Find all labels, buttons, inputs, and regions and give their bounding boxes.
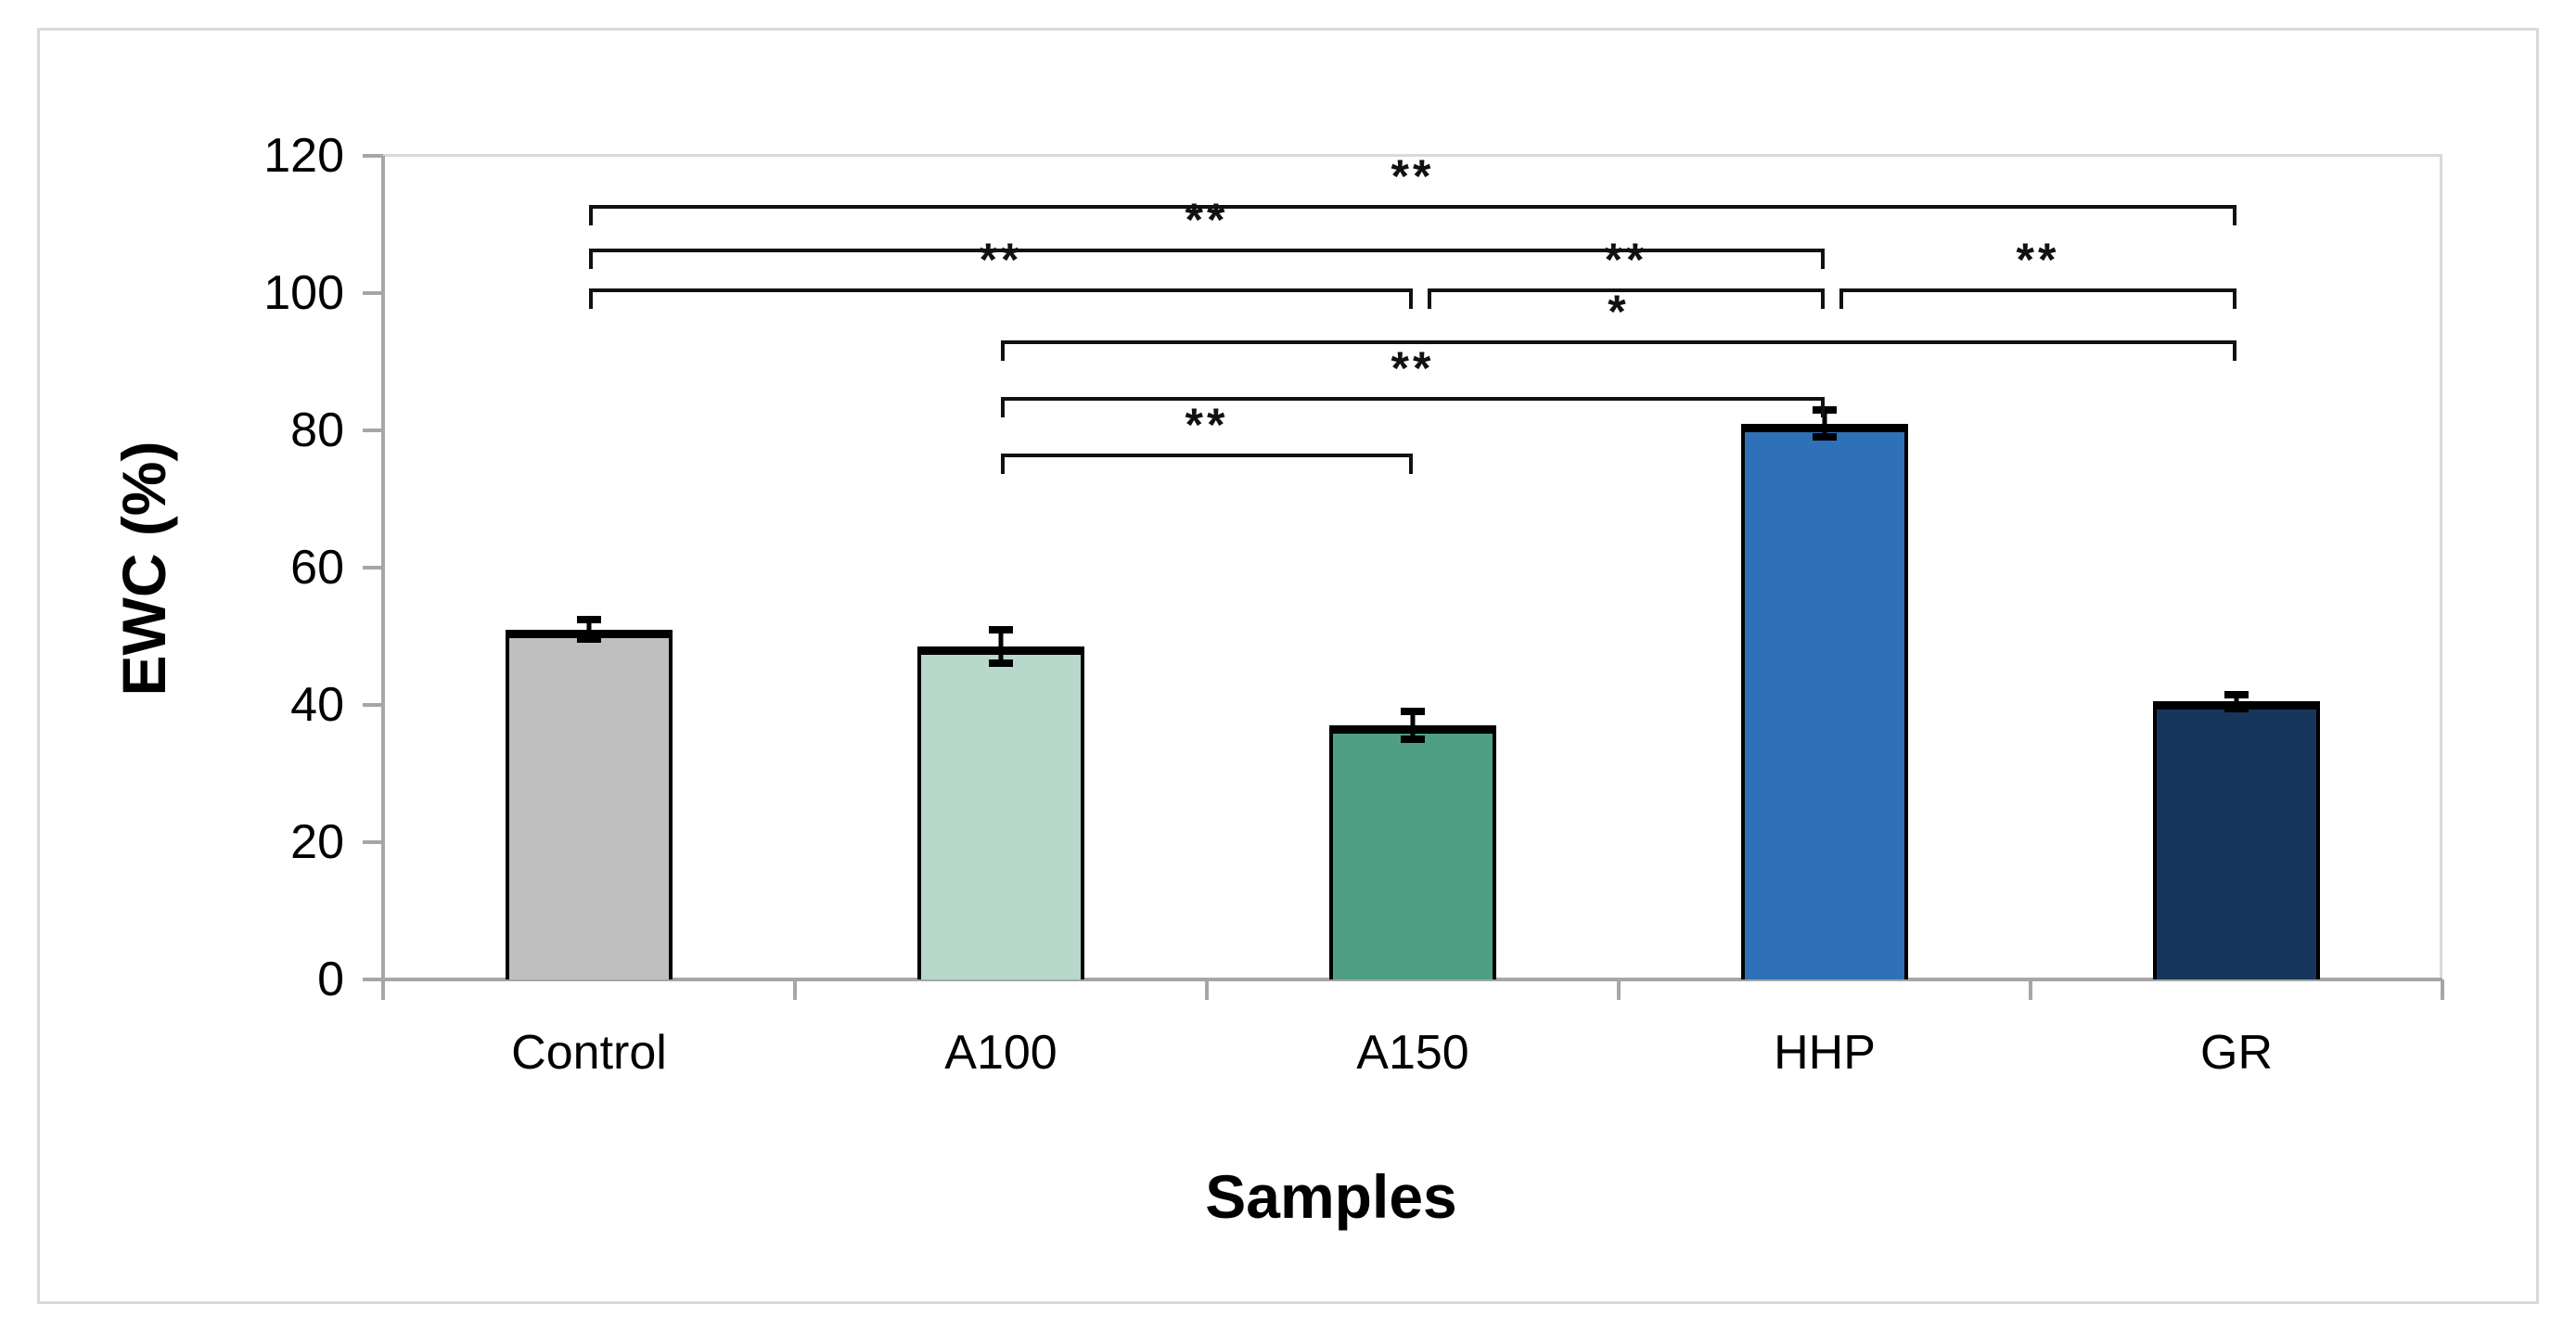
error-bar-cap-top	[1401, 708, 1425, 716]
bar-control	[506, 629, 673, 979]
significance-bracket-a100-gr	[1001, 340, 2236, 361]
significance-bracket-a100-hhp	[1001, 397, 1825, 417]
x-tick-mark	[1205, 979, 1209, 1000]
figure-frame: 0 20 40 60 80 100 120 Control A100 A150 HHP GR ** ** *…	[37, 28, 2539, 1304]
bar-a100	[917, 646, 1084, 979]
x-tick-mark	[1617, 979, 1621, 1000]
error-bar-cap-top	[1813, 405, 1837, 414]
error-bar-cap-bottom	[577, 634, 601, 643]
significance-label: **	[979, 234, 1023, 286]
y-tick-label: 100	[263, 266, 344, 320]
y-tick-label: 20	[290, 815, 344, 869]
y-tick-label: 0	[317, 953, 344, 1006]
error-bar-cap-bottom	[989, 659, 1013, 667]
significance-bracket-control-a150	[589, 288, 1413, 309]
x-category-label-hhp: HHP	[1774, 1026, 1876, 1080]
error-bar-a100	[998, 630, 1004, 663]
plot-area: 0 20 40 60 80 100 120 Control A100 A150 HHP GR ** ** *…	[40, 31, 2542, 1307]
significance-label: **	[1391, 342, 1435, 394]
error-bar-cap-top	[989, 626, 1013, 634]
y-tick-mark	[363, 840, 383, 844]
significance-bracket-a150-hhp	[1428, 288, 1825, 309]
error-bar-cap-top	[577, 616, 601, 624]
y-tick-label: 60	[290, 541, 344, 595]
y-axis-title: EWC (%)	[109, 441, 178, 697]
x-axis-title: Samples	[1205, 1162, 1457, 1231]
significance-bracket-control-gr	[589, 205, 2236, 225]
plot-top-border	[383, 154, 2442, 157]
significance-label: **	[1185, 194, 1229, 246]
y-tick-mark	[363, 291, 383, 295]
plot-right-border	[2440, 156, 2442, 979]
error-bar-control	[586, 620, 592, 639]
significance-label: **	[2016, 234, 2060, 286]
x-category-label-a100: A100	[944, 1026, 1057, 1080]
significance-label: *	[1608, 286, 1630, 338]
x-axis-line	[363, 978, 2442, 981]
y-tick-mark	[363, 429, 383, 432]
bar-a150	[1329, 725, 1496, 979]
y-tick-mark	[363, 566, 383, 570]
y-tick-label: 80	[290, 403, 344, 457]
x-tick-mark	[2441, 979, 2444, 1000]
x-category-label-gr: GR	[2200, 1026, 2273, 1080]
y-tick-mark	[363, 703, 383, 707]
significance-bracket-a100-a150	[1001, 454, 1413, 474]
x-category-label-a150: A150	[1356, 1026, 1469, 1080]
y-tick-label: 120	[263, 129, 344, 183]
error-bar-cap-bottom	[2224, 704, 2249, 712]
y-tick-mark	[363, 154, 383, 158]
error-bar-hhp	[1822, 409, 1827, 438]
error-bar-cap-bottom	[1401, 736, 1425, 743]
x-category-label-control: Control	[511, 1026, 667, 1080]
x-tick-mark	[381, 979, 385, 1000]
error-bar-a150	[1410, 711, 1416, 739]
x-tick-mark	[793, 979, 797, 1000]
y-axis-line	[381, 156, 385, 1000]
bar-hhp	[1741, 423, 1908, 979]
error-bar-cap-bottom	[1813, 433, 1837, 442]
error-bar-gr	[2234, 694, 2239, 709]
x-tick-mark	[2029, 979, 2032, 1000]
significance-label: **	[1185, 399, 1229, 451]
significance-bracket-hhp-gr	[1839, 288, 2236, 309]
error-bar-cap-top	[2224, 690, 2249, 698]
significance-label: **	[1391, 150, 1435, 202]
y-tick-label: 40	[290, 678, 344, 732]
bar-gr	[2153, 701, 2320, 979]
significance-bracket-control-hhp	[589, 249, 1825, 269]
significance-label: **	[1604, 234, 1648, 286]
